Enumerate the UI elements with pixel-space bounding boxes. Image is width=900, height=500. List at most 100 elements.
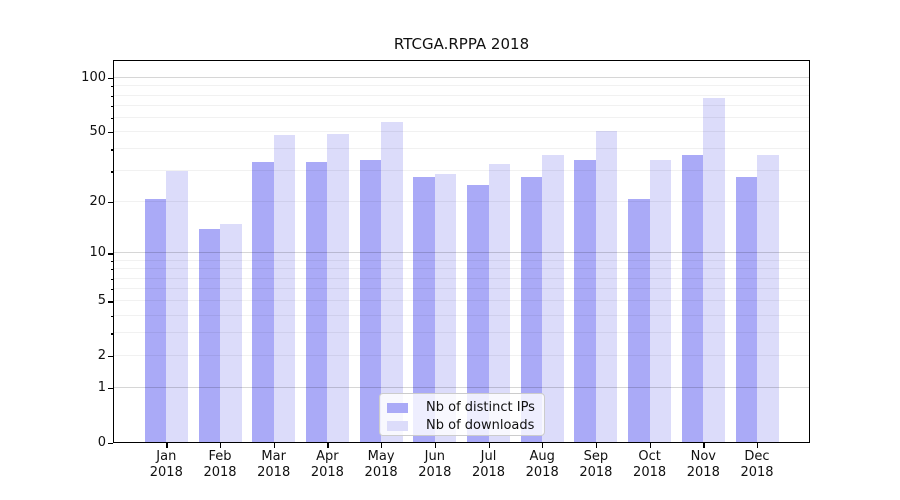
gridline-minor [113, 314, 810, 316]
bar-distinct-ips-apr [305, 161, 328, 443]
gridline-minor [113, 288, 810, 290]
legend-item-downloads: Nb of downloads [380, 417, 544, 434]
bar-downloads-mar [273, 135, 296, 443]
y-tick-label: 10 [89, 245, 106, 261]
y-minor-tick-mark [110, 105, 113, 108]
gridline-major [113, 252, 810, 254]
x-tick-label: Jan 2018 [149, 449, 183, 480]
x-tick-mark [757, 443, 759, 448]
bar-distinct-ips-sep [574, 159, 596, 443]
x-tick-mark [220, 443, 222, 448]
bar-distinct-ips-mar [252, 161, 274, 443]
gridline-minor [113, 355, 810, 357]
gridline-major [113, 387, 810, 389]
y-minor-tick-mark [110, 202, 113, 204]
y-tick-mark [108, 388, 113, 390]
x-tick-label: Mar 2018 [257, 449, 291, 480]
plot-area [113, 60, 810, 443]
bar-distinct-ips-oct [628, 198, 650, 443]
chart-title: RTCGA.RPPA 2018 [393, 35, 530, 53]
y-tick-mark [108, 78, 113, 80]
y-tick-label: 2 [97, 348, 106, 364]
x-tick-mark [166, 443, 168, 448]
bar-distinct-ips-jun [413, 176, 435, 443]
y-minor-tick-mark [110, 149, 113, 151]
y-minor-tick-mark [110, 315, 113, 317]
legend-label-distinct-ips: Nb of distinct IPs [426, 400, 535, 415]
x-tick-label: Sep 2018 [579, 449, 613, 480]
y-minor-tick-mark [110, 260, 113, 263]
bar-downloads-oct [649, 159, 672, 443]
gridline-minor [113, 170, 810, 172]
bar-distinct-ips-dec [735, 176, 757, 443]
x-tick-mark [273, 443, 275, 448]
y-minor-tick-mark [110, 301, 113, 303]
gridline-minor [113, 259, 810, 261]
bar-downloads-aug [542, 155, 564, 443]
gridline-minor [113, 94, 810, 96]
y-minor-tick-mark [110, 171, 113, 173]
bar-distinct-ips-may [359, 159, 382, 443]
x-tick-label: Jun 2018 [418, 449, 452, 480]
gridline-minor [113, 148, 810, 150]
x-tick-mark [434, 443, 437, 448]
x-tick-label: Apr 2018 [310, 449, 344, 480]
y-minor-tick-mark [110, 289, 113, 291]
y-minor-tick-mark [110, 333, 113, 335]
x-tick-label: Jul 2018 [471, 449, 506, 480]
y-tick-label: 5 [97, 293, 106, 309]
bar-downloads-sep [595, 130, 618, 443]
gridline-minor [113, 85, 810, 87]
x-tick-label: Dec 2018 [740, 449, 774, 480]
gridline-major [113, 77, 810, 78]
y-minor-tick-mark [110, 86, 113, 88]
x-tick-label: Aug 2018 [525, 449, 559, 480]
gridline-minor [113, 332, 810, 334]
x-tick-mark [649, 443, 651, 448]
legend: Nb of distinct IPs Nb of downloads [379, 393, 545, 436]
x-tick-mark [595, 443, 598, 448]
y-minor-tick-mark [110, 278, 113, 280]
gridline-minor [113, 277, 810, 279]
bar-downloads-apr [327, 133, 349, 443]
y-tick-mark [108, 443, 113, 445]
bar-downloads-jul [488, 164, 510, 443]
bar-distinct-ips-aug [520, 176, 543, 443]
bar-distinct-ips-jul [467, 185, 489, 443]
y-tick-label: 50 [89, 124, 106, 139]
bar-distinct-ips-jan [144, 198, 167, 443]
x-tick-mark [703, 443, 705, 448]
y-tick-label: 0 [97, 435, 106, 450]
y-minor-tick-mark [110, 117, 113, 120]
x-tick-mark [542, 443, 544, 448]
gridline-minor [113, 268, 810, 270]
y-minor-tick-mark [110, 95, 113, 97]
x-tick-mark [327, 443, 329, 448]
x-tick-label: Nov 2018 [686, 449, 720, 480]
bar-distinct-ips-nov [681, 155, 704, 443]
y-minor-tick-mark [110, 269, 113, 271]
gridline-minor [113, 201, 810, 203]
legend-item-distinct-ips: Nb of distinct IPs [380, 399, 544, 416]
y-minor-tick-mark [110, 356, 113, 358]
legend-label-downloads: Nb of downloads [426, 418, 535, 433]
bar-downloads-may [381, 121, 403, 443]
y-minor-tick-mark [110, 132, 113, 134]
bar-downloads-jun [434, 174, 457, 443]
x-tick-label: Oct 2018 [633, 449, 667, 480]
gridline-minor [113, 104, 810, 106]
bar-downloads-nov [703, 98, 725, 443]
y-tick-label: 100 [81, 70, 106, 85]
legend-swatch-downloads [387, 420, 408, 431]
y-tick-label: 20 [89, 194, 106, 210]
y-tick-label: 1 [97, 380, 106, 396]
bar-downloads-feb [220, 223, 242, 443]
gridline-minor [113, 131, 810, 132]
legend-swatch-distinct-ips [387, 402, 408, 413]
gridline-minor [113, 300, 810, 302]
bar-downloads-jan [166, 171, 188, 443]
gridline-minor [113, 116, 810, 118]
y-tick-mark [108, 253, 113, 255]
bar-distinct-ips-feb [198, 228, 220, 443]
